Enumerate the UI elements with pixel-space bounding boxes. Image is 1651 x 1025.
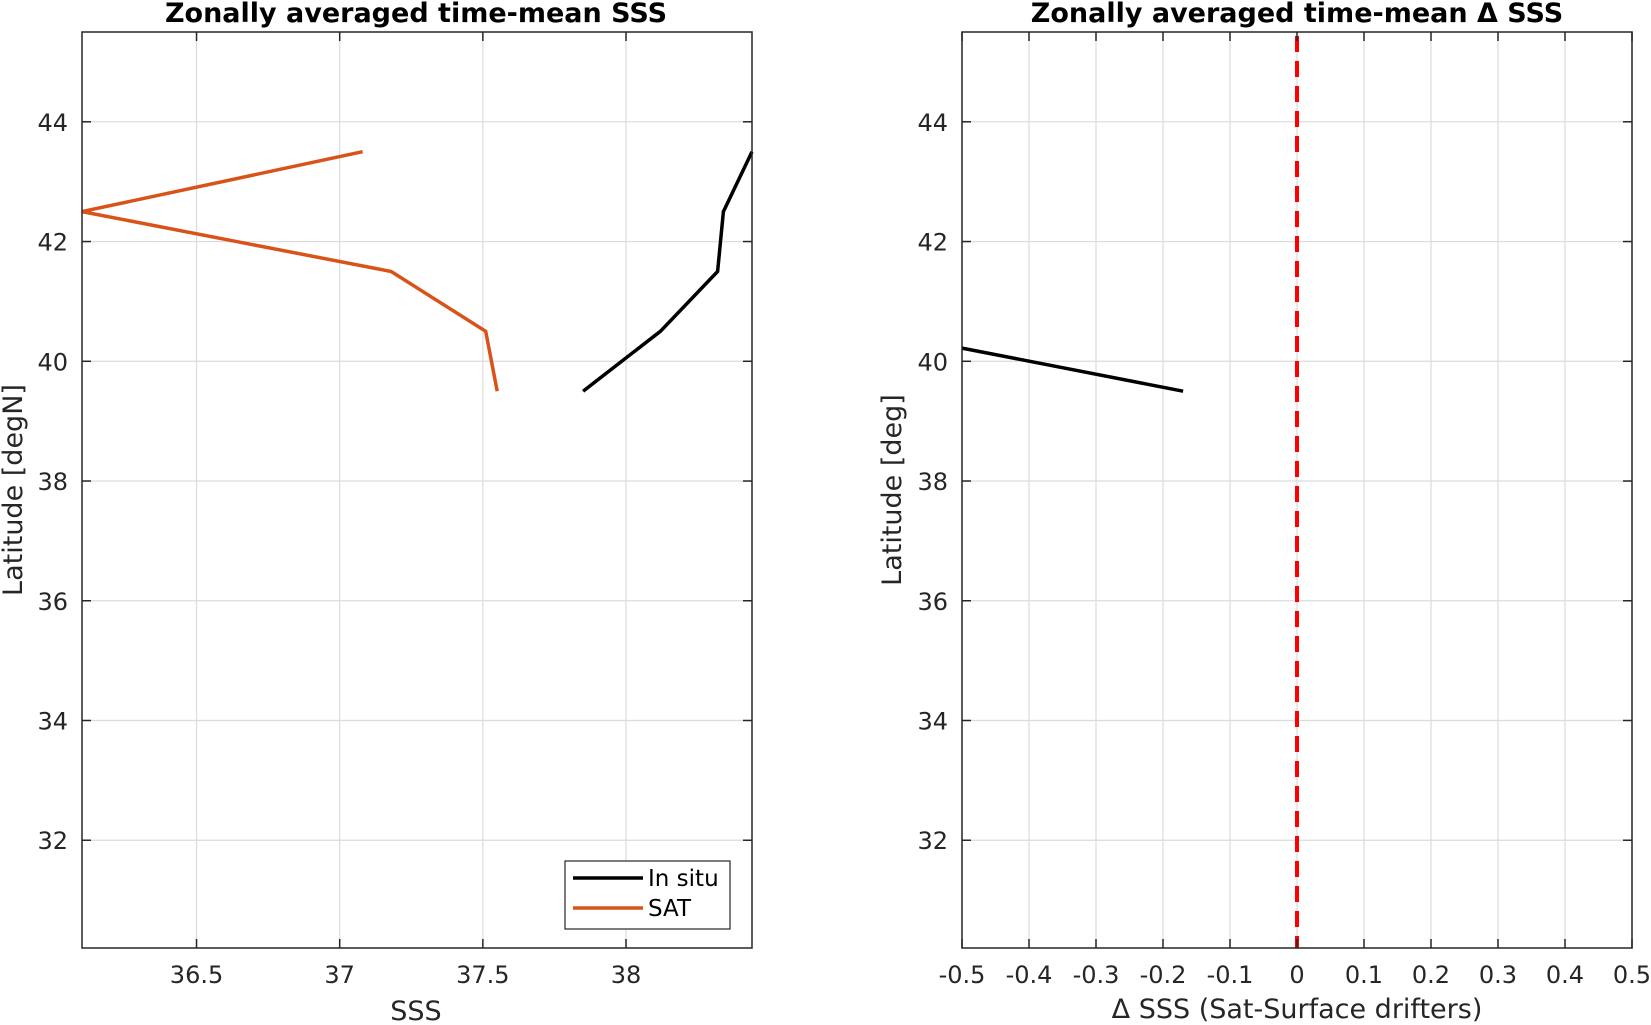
y-tick-label: 36 [37,588,68,616]
x-tick-label: 36.5 [170,961,223,989]
x-tick-label: -0.1 [1207,961,1254,989]
x-tick-label: -0.5 [939,961,986,989]
sss-panel: Zonally averaged time-mean SSS 36.5 37 37.… [0,0,754,1025]
y-tick-label: 32 [917,827,948,855]
x-tick-label: -0.2 [1140,961,1187,989]
y-tick-label: 44 [917,109,948,137]
x-tick-label: 0.2 [1412,961,1450,989]
y-tick-label: 40 [37,348,68,376]
x-tick-label: 0 [1289,961,1304,989]
tick-marks [82,32,752,948]
chart-title: Zonally averaged time-mean Δ SSS [1031,0,1563,29]
x-tick-labels: 36.5 37 37.5 38 [170,961,641,989]
y-tick-label: 42 [37,229,68,257]
y-tick-labels: 32 34 36 38 40 42 44 [917,109,948,855]
x-tick-label: 0.5 [1613,961,1651,989]
delta-sss-panel: Zonally averaged time-mean Δ SSS -0.5 -0.… [877,0,1651,1025]
legend: In situ SAT [564,860,731,930]
x-tick-label: 37 [324,961,355,989]
delta-series-line [961,346,1184,393]
y-tick-label: 42 [917,229,948,257]
y-tick-label: 40 [917,348,948,376]
y-tick-label: 32 [37,827,68,855]
grid-lines [82,32,752,948]
legend-label-in-situ: In situ [648,866,719,892]
y-tick-label: 34 [917,707,948,735]
y-tick-label: 38 [37,468,68,496]
x-tick-label: -0.4 [1006,961,1053,989]
series-lines [81,149,754,393]
x-tick-label: 0.3 [1479,961,1517,989]
legend-box [564,860,731,930]
series-lines [961,346,1184,393]
y-tick-label: 34 [37,707,68,735]
axes-box [81,31,753,949]
x-tick-label: 0.1 [1345,961,1383,989]
y-tick-label: 38 [917,468,948,496]
x-axis-label: Δ SSS (Sat-Surface drifters) [1112,994,1483,1025]
y-tick-labels: 32 34 36 38 40 42 44 [37,109,68,855]
legend-label-sat: SAT [648,896,692,922]
x-tick-labels: -0.5 -0.4 -0.3 -0.2 -0.1 0 0.1 0.2 0.3 0.4 0.5 [939,961,1651,989]
x-axis-label: SSS [390,996,441,1025]
x-tick-label: 37.5 [456,961,509,989]
x-tick-label: 38 [611,961,642,989]
y-tick-label: 36 [917,588,948,616]
plot-area [82,32,752,948]
y-axis-label: Latitude [deg] [877,394,908,586]
series-line-in-situ [582,150,754,393]
chart-title: Zonally averaged time-mean SSS [165,0,667,29]
y-axis-label: Latitude [degN] [0,384,29,596]
x-tick-label: 0.4 [1546,961,1584,989]
series-line-sat [81,149,499,392]
tick-marks [961,32,1633,948]
y-tick-label: 44 [37,109,68,137]
x-tick-label: -0.3 [1073,961,1120,989]
